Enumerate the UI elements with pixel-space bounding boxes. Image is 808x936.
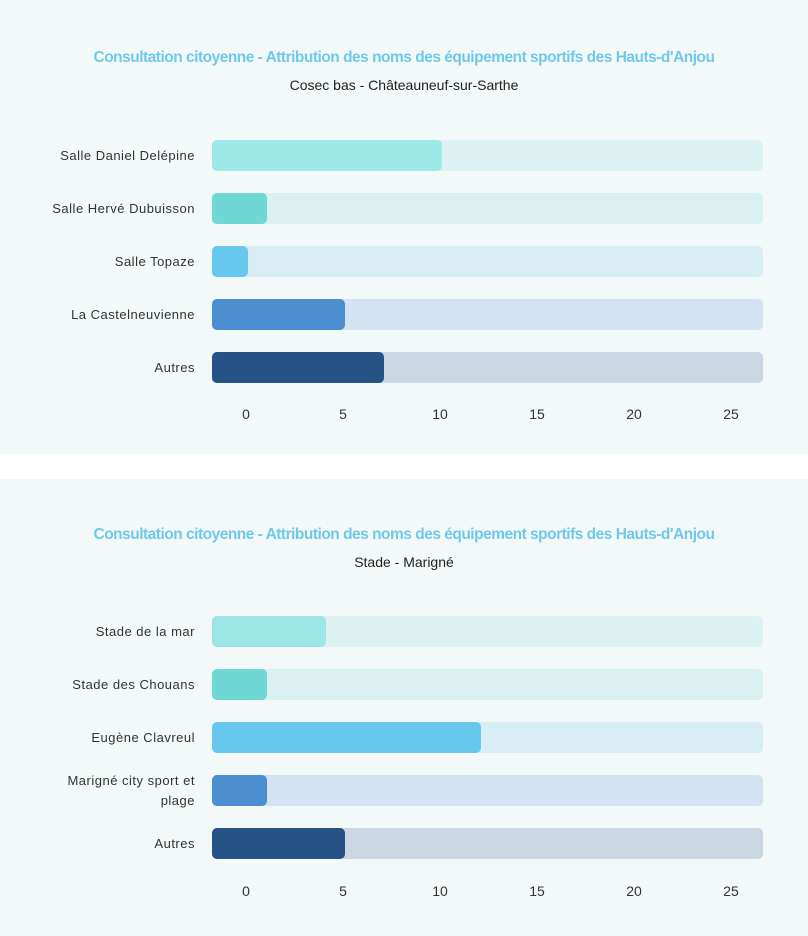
x-tick-label: 20 bbox=[626, 406, 642, 422]
category-label: Salle Daniel Delépine bbox=[60, 147, 195, 163]
x-tick-label: 15 bbox=[529, 883, 545, 899]
bar bbox=[212, 193, 268, 224]
x-tick-label: 0 bbox=[242, 406, 250, 422]
x-tick-label: 25 bbox=[723, 883, 739, 899]
category-label: Autres bbox=[154, 835, 195, 851]
bar bbox=[212, 352, 384, 383]
category-label: Eugène Clavreul bbox=[91, 729, 195, 745]
category-label: Salle Hervé Dubuisson bbox=[52, 200, 195, 216]
bar-track bbox=[212, 669, 763, 700]
category-label: Stade des Chouans bbox=[72, 676, 195, 692]
chart-subtitle: Cosec bas - Châteauneuf-sur-Sarthe bbox=[289, 77, 519, 93]
bar bbox=[212, 140, 442, 171]
category-label: Autres bbox=[154, 359, 195, 375]
bar-track bbox=[212, 775, 763, 806]
x-tick-label: 5 bbox=[339, 406, 347, 422]
category-label: Stade de la mar bbox=[95, 623, 195, 639]
bar bbox=[212, 722, 481, 753]
chart-title: Consultation citoyenne - Attribution des… bbox=[93, 526, 715, 543]
x-tick-label: 10 bbox=[432, 883, 448, 899]
chart-panel-cosec: Consultation citoyenne - Attribution des… bbox=[0, 0, 808, 454]
bar-track bbox=[212, 246, 763, 277]
bar-track bbox=[212, 193, 763, 224]
chart-subtitle: Stade - Marigné bbox=[354, 554, 454, 570]
category-label: Marigné city sport et plage bbox=[67, 772, 195, 808]
x-tick-label: 5 bbox=[339, 883, 347, 899]
bar bbox=[212, 299, 345, 330]
bar bbox=[212, 775, 268, 806]
category-label: Salle Topaze bbox=[114, 253, 195, 269]
bar bbox=[212, 828, 345, 859]
x-tick-label: 10 bbox=[432, 406, 448, 422]
x-tick-label: 0 bbox=[242, 883, 250, 899]
bar bbox=[212, 616, 326, 647]
x-tick-label: 20 bbox=[626, 883, 642, 899]
category-label: La Castelneuvienne bbox=[71, 306, 195, 322]
bar bbox=[212, 669, 268, 700]
chart-panel-stade: Consultation citoyenne - Attribution des… bbox=[0, 479, 808, 936]
x-tick-label: 25 bbox=[723, 406, 739, 422]
bar bbox=[212, 246, 248, 277]
x-tick-label: 15 bbox=[529, 406, 545, 422]
chart-title: Consultation citoyenne - Attribution des… bbox=[93, 49, 715, 66]
